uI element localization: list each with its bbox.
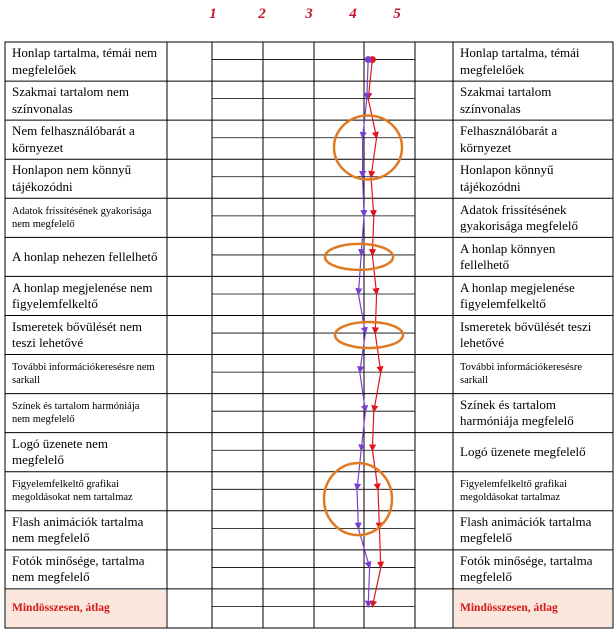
series-start-point xyxy=(364,56,372,64)
series-segment xyxy=(354,450,362,491)
left-attribute-label: A honlap nehezen fellelhető xyxy=(12,248,158,264)
right-attribute-label: Honlap tartalma, témái megfelelőek xyxy=(460,45,580,77)
left-attribute-label: Adatok frissítésének gyakorisága nem meg… xyxy=(12,205,152,230)
series-segment xyxy=(363,59,371,101)
series-segment xyxy=(360,176,368,218)
left-attribute-label: Logó üzenete nem megfelelő xyxy=(12,435,109,468)
left-attribute-label: Figyelemfelkeltő grafikai megoldásokat n… xyxy=(12,479,133,504)
left-attribute-label: Nem felhasználóbarát a környezet xyxy=(12,123,135,155)
right-attribute-label: Mindösszesen, átlag xyxy=(454,589,612,627)
scale-label: 4 xyxy=(349,6,357,22)
series-segment xyxy=(364,567,373,608)
left-attribute-label: Szakmai tartalom nem színvonalas xyxy=(12,84,129,116)
right-attribute-label: Figyelemfelkeltő grafikai megoldásokat t… xyxy=(460,479,568,504)
left-attribute-label: Mindösszesen, átlag xyxy=(6,589,166,627)
series-segment xyxy=(376,528,385,569)
left-attribute-label: Honlap tartalma, témái nem megfelelőek xyxy=(12,45,158,77)
scale-label: 1 xyxy=(209,6,217,22)
right-attribute-label: Honlapon könnyű tájékozódni xyxy=(460,162,554,194)
series-segment xyxy=(359,372,369,413)
right-attribute-label: Színek és tartalom harmóniája megfelelő xyxy=(460,396,574,429)
series-segment xyxy=(358,411,366,452)
series-segment xyxy=(357,332,366,374)
highlight-ellipse xyxy=(333,320,405,350)
series-segment xyxy=(368,137,378,179)
series-segment xyxy=(358,215,366,257)
series-segment xyxy=(374,332,384,374)
series-segment xyxy=(365,59,373,101)
series-segment xyxy=(371,450,381,491)
left-attribute-label: Flash animációk tartalma nem megfelelő xyxy=(12,514,144,546)
series-start-point xyxy=(368,56,376,64)
series-segment xyxy=(370,567,382,608)
left-attribute-label: A honlap megjelenése nem figyelemfelkelt… xyxy=(12,279,153,311)
series-segment xyxy=(357,293,368,335)
highlight-ellipse xyxy=(323,242,395,272)
series-segment xyxy=(359,98,368,140)
left-attribute-label: Fotók minősége, tartalma nem megfelelő xyxy=(12,553,145,585)
left-attribute-label: Honlapon nem könnyű tájékozódni xyxy=(12,162,132,194)
right-attribute-label: Ismeretek bővülését teszi lehetővé xyxy=(460,318,592,350)
right-attribute-label: Adatok frissítésének gyakorisága megfele… xyxy=(460,201,579,233)
right-attribute-label: A honlap megjelenése figyelemfelkeltő xyxy=(460,279,575,311)
right-attribute-label: Logó üzenete megfelelő xyxy=(460,444,586,460)
series-segment xyxy=(369,411,377,452)
right-attribute-label: Szakmai tartalom színvonalas xyxy=(460,84,552,116)
right-attribute-label: Flash animációk tartalma megfelelő xyxy=(460,514,592,546)
series-segment xyxy=(369,215,377,257)
series-segment xyxy=(357,528,372,569)
scale-label: 3 xyxy=(305,6,313,22)
right-attribute-label: Felhasználóbarát a környezet xyxy=(460,123,558,155)
right-attribute-label: További információkeresésre sarkall xyxy=(460,361,583,387)
series-segment xyxy=(354,489,362,530)
series-segment xyxy=(375,489,383,530)
highlight-ellipse xyxy=(332,114,404,181)
left-attribute-label: További információkeresésre nem sarkall xyxy=(12,361,155,387)
series-segment xyxy=(369,176,377,218)
highlight-ellipse xyxy=(322,461,394,537)
right-attribute-label: A honlap könnyen fellelhető xyxy=(460,240,556,272)
series-segment xyxy=(371,293,380,335)
left-attribute-label: Színek és tartalom harmóniája nem megfel… xyxy=(12,401,140,426)
series-segment xyxy=(371,372,382,413)
scale-label: 2 xyxy=(258,6,266,22)
series-segment xyxy=(355,254,363,296)
scale-label: 5 xyxy=(393,6,401,22)
series-segment xyxy=(371,254,380,296)
series-segment xyxy=(367,98,379,140)
left-attribute-label: Ismeretek bővülését nem teszi lehetővé xyxy=(12,318,142,350)
right-attribute-label: Fotók minősége, tartalma megfelelő xyxy=(460,553,593,585)
